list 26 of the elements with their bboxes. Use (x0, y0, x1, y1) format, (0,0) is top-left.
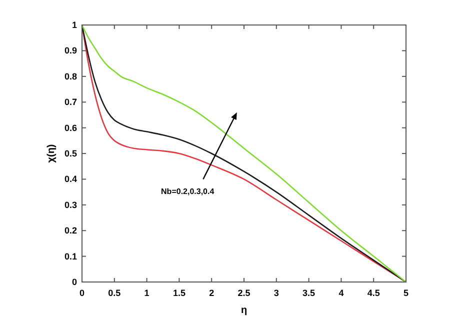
y-tick-label: 1 (72, 20, 77, 30)
y-tick-label: 0.6 (64, 122, 77, 133)
x-tick-label: 4.5 (367, 288, 380, 298)
y-tick-label: 0 (72, 277, 77, 287)
x-tick-label: 3.5 (302, 288, 316, 298)
x-tick-label: 3 (274, 288, 279, 298)
x-tick-label: 1 (144, 288, 150, 298)
line-series (81, 24, 407, 283)
y-tick-label: 0.5 (64, 148, 77, 158)
y-tick-label: 0.4 (64, 174, 77, 184)
y-tick-label: 0.9 (64, 46, 77, 56)
x-axis-title: η (240, 305, 248, 316)
y-axis-title: χ(η) (46, 144, 57, 163)
x-tick-label: 5 (403, 288, 409, 298)
x-tick-label: 0 (79, 288, 85, 298)
annotation: Nb=0.2,0.3,0.4 (161, 186, 215, 196)
x-tick-label: 4 (338, 288, 344, 298)
x-tick-label: 2 (209, 288, 214, 298)
y-tick-label: 0.7 (64, 97, 77, 108)
x-tick-label: 2.5 (238, 288, 250, 298)
y-tick-label: 0.2 (64, 226, 77, 236)
y-tick-label: 0.1 (64, 251, 77, 262)
x-tick-label: 1.5 (172, 288, 186, 298)
y-tick-label: 0.8 (64, 71, 77, 82)
y-tick-label: 0.3 (64, 200, 77, 210)
x-tick-label: 0.5 (108, 288, 121, 298)
